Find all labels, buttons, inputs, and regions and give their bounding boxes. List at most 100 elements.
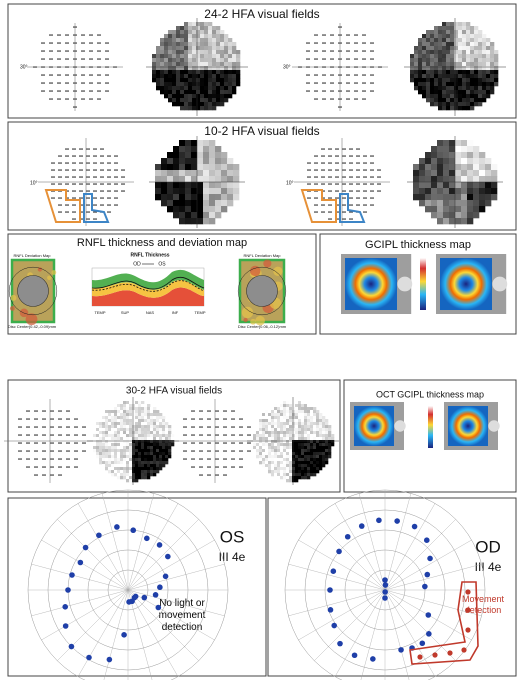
group	[237, 258, 287, 326]
field-cell	[162, 437, 166, 441]
field-cell	[283, 476, 287, 480]
field-cell	[105, 452, 109, 456]
field-cell	[268, 470, 272, 474]
meridian	[31, 589, 129, 617]
field-cell	[443, 200, 450, 207]
field-cell	[292, 470, 296, 474]
field-cell	[204, 106, 209, 111]
field-cell	[494, 66, 499, 71]
field-cell	[197, 152, 204, 159]
field-cell	[304, 416, 308, 420]
value-glyph	[65, 162, 69, 164]
field-cell	[292, 458, 296, 462]
field-cell	[295, 479, 299, 483]
field-cell	[111, 440, 115, 444]
value-glyph	[346, 50, 350, 52]
value-glyph	[321, 176, 325, 178]
field-cell	[434, 30, 439, 35]
field-cell	[455, 170, 462, 177]
field-cell	[135, 440, 139, 444]
field-cell	[413, 164, 420, 171]
field-cell	[307, 455, 311, 459]
value-glyph	[314, 190, 318, 192]
field-cell	[316, 467, 320, 471]
field-cell	[295, 440, 299, 444]
field-cell	[200, 90, 205, 95]
field-cell	[442, 98, 447, 103]
field-cell	[176, 58, 181, 63]
field-cell	[191, 194, 198, 201]
field-cell	[431, 182, 438, 189]
field-cell	[144, 446, 148, 450]
field-cell	[200, 70, 205, 75]
field-cell	[156, 422, 160, 426]
value-glyph	[72, 190, 76, 192]
field-cell	[283, 449, 287, 453]
value-glyph	[73, 26, 77, 28]
field-cell	[114, 425, 118, 429]
field-cell	[425, 152, 432, 159]
field-cell	[298, 434, 302, 438]
field-cell	[438, 46, 443, 51]
field-cell	[147, 440, 151, 444]
field-cell	[274, 470, 278, 474]
field-cell	[141, 431, 145, 435]
field-cell	[224, 38, 229, 43]
field-cell	[449, 200, 456, 207]
field-cell	[419, 158, 426, 165]
value-glyph	[342, 148, 346, 150]
field-cell	[147, 461, 151, 465]
field-cell	[162, 455, 166, 459]
field-cell	[173, 188, 180, 195]
field-cell	[108, 446, 112, 450]
field-cell	[228, 74, 233, 79]
field-cell	[192, 102, 197, 107]
field-cell	[192, 78, 197, 83]
field-cell	[466, 26, 471, 31]
field-cell	[227, 176, 234, 183]
field-cell	[150, 425, 154, 429]
value-glyph	[57, 34, 61, 36]
field-cell	[141, 476, 145, 480]
field-cell	[161, 170, 168, 177]
meridian	[314, 519, 386, 591]
field-cell	[96, 434, 100, 438]
field-cell	[173, 152, 180, 159]
field-cell	[268, 458, 272, 462]
field-cell	[117, 455, 121, 459]
value-glyph	[50, 418, 54, 420]
field-cell	[262, 449, 266, 453]
value-glyph	[72, 197, 76, 199]
field-cell	[184, 34, 189, 39]
field-cell	[99, 446, 103, 450]
value-glyph	[314, 211, 318, 213]
value-glyph	[73, 106, 77, 108]
value-glyph	[93, 148, 97, 150]
field-cell	[126, 410, 130, 414]
field-cell	[313, 425, 317, 429]
field-cell	[232, 90, 237, 95]
note: No light or movement detection	[158, 598, 206, 633]
field-cell	[426, 54, 431, 59]
field-cell	[283, 473, 287, 477]
value-glyph	[356, 190, 360, 192]
field-cell	[126, 458, 130, 462]
field-cell	[274, 446, 278, 450]
field-cell	[196, 74, 201, 79]
field-cell	[184, 70, 189, 75]
value-glyph	[306, 82, 310, 84]
field-cell	[188, 62, 193, 67]
field-cell	[138, 452, 142, 456]
value-glyph	[66, 450, 70, 452]
value-glyph	[335, 197, 339, 199]
field-cell	[132, 413, 136, 417]
value-glyph	[26, 434, 30, 436]
field-cell	[216, 86, 221, 91]
field-cell	[450, 90, 455, 95]
field-cell	[114, 473, 118, 477]
field-cell	[410, 66, 415, 71]
field-cell	[271, 425, 275, 429]
field-cell	[274, 452, 278, 456]
field-cell	[467, 194, 474, 201]
field-cell	[265, 446, 269, 450]
